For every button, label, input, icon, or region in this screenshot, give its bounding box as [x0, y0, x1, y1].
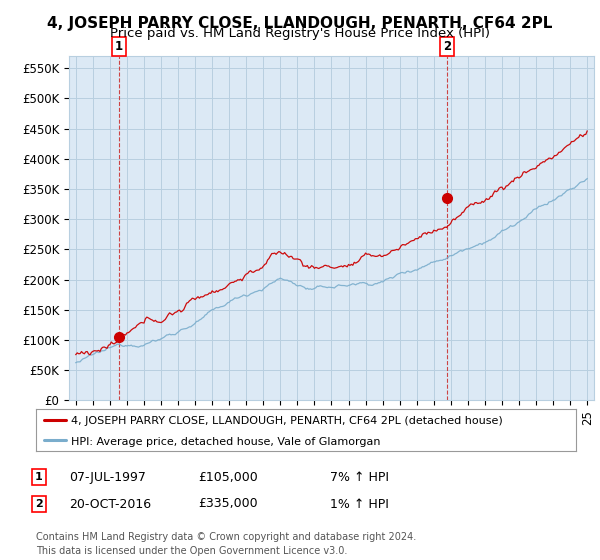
Text: 4, JOSEPH PARRY CLOSE, LLANDOUGH, PENARTH, CF64 2PL (detached house): 4, JOSEPH PARRY CLOSE, LLANDOUGH, PENART… [71, 417, 503, 426]
Text: 2: 2 [443, 40, 451, 53]
Text: 1% ↑ HPI: 1% ↑ HPI [330, 497, 389, 511]
Text: 7% ↑ HPI: 7% ↑ HPI [330, 470, 389, 484]
Text: 1: 1 [115, 40, 123, 53]
Text: 1: 1 [35, 472, 43, 482]
Text: 2: 2 [35, 499, 43, 509]
Text: 4, JOSEPH PARRY CLOSE, LLANDOUGH, PENARTH, CF64 2PL: 4, JOSEPH PARRY CLOSE, LLANDOUGH, PENART… [47, 16, 553, 31]
Text: 20-OCT-2016: 20-OCT-2016 [69, 497, 151, 511]
Text: HPI: Average price, detached house, Vale of Glamorgan: HPI: Average price, detached house, Vale… [71, 437, 380, 446]
Text: £105,000: £105,000 [198, 470, 258, 484]
Text: 07-JUL-1997: 07-JUL-1997 [69, 470, 146, 484]
Text: Contains HM Land Registry data © Crown copyright and database right 2024.
This d: Contains HM Land Registry data © Crown c… [36, 531, 416, 556]
Text: Price paid vs. HM Land Registry's House Price Index (HPI): Price paid vs. HM Land Registry's House … [110, 27, 490, 40]
Text: £335,000: £335,000 [198, 497, 257, 511]
